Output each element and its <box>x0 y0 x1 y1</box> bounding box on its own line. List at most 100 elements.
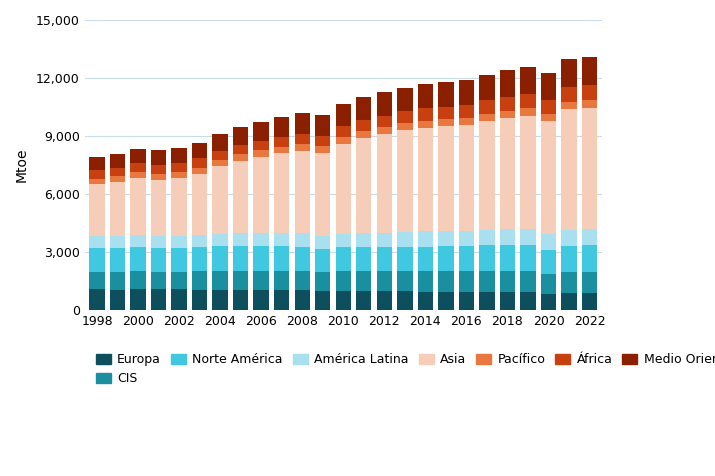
Bar <box>295 290 310 310</box>
Bar <box>438 246 453 271</box>
Bar <box>233 145 248 154</box>
Bar <box>397 291 413 310</box>
Bar <box>315 249 330 272</box>
Bar <box>172 172 187 178</box>
Bar <box>254 157 269 233</box>
Bar <box>521 94 536 109</box>
Bar <box>500 245 516 271</box>
Bar <box>418 84 433 109</box>
Bar <box>172 178 187 236</box>
Bar <box>335 291 351 310</box>
Bar <box>274 153 290 233</box>
Bar <box>356 247 372 271</box>
Bar <box>561 272 577 293</box>
Bar <box>582 246 597 272</box>
Bar <box>438 82 453 107</box>
Bar <box>172 163 187 172</box>
Bar <box>172 272 187 289</box>
Bar <box>356 291 372 310</box>
Bar <box>541 100 556 114</box>
Bar <box>521 292 536 310</box>
Bar <box>582 100 597 108</box>
Bar <box>582 229 597 246</box>
Bar <box>274 117 290 137</box>
Bar <box>356 138 372 233</box>
Bar <box>151 150 167 165</box>
Bar <box>254 150 269 157</box>
Bar <box>521 245 536 271</box>
Bar <box>335 271 351 291</box>
Bar <box>172 289 187 310</box>
Bar <box>479 246 495 271</box>
Bar <box>233 271 248 289</box>
Bar <box>561 109 577 230</box>
Bar <box>295 151 310 233</box>
Bar <box>254 233 269 246</box>
Bar <box>315 146 330 153</box>
Bar <box>356 233 372 247</box>
Bar <box>438 107 453 119</box>
Bar <box>418 291 433 310</box>
Bar <box>274 246 290 271</box>
Bar <box>151 236 167 248</box>
Bar <box>500 229 516 245</box>
Bar <box>110 272 125 289</box>
Bar <box>295 233 310 247</box>
Bar <box>172 148 187 163</box>
Bar <box>130 172 146 178</box>
Bar <box>89 289 104 310</box>
Bar <box>541 114 556 121</box>
Bar <box>356 131 372 138</box>
Bar <box>561 293 577 310</box>
Bar <box>479 121 495 230</box>
Bar <box>233 246 248 271</box>
Bar <box>233 127 248 145</box>
Bar <box>500 97 516 110</box>
Bar <box>582 108 597 229</box>
Bar <box>541 249 556 274</box>
Bar <box>479 75 495 100</box>
Bar <box>254 290 269 310</box>
Bar <box>500 70 516 97</box>
Bar <box>397 111 413 123</box>
Bar <box>541 234 556 249</box>
Bar <box>110 182 125 236</box>
Bar <box>233 289 248 310</box>
Bar <box>130 247 146 271</box>
Bar <box>479 230 495 246</box>
Bar <box>274 233 290 246</box>
Bar <box>212 289 228 310</box>
Bar <box>377 134 392 233</box>
Bar <box>438 271 453 292</box>
Bar <box>500 271 516 292</box>
Bar <box>377 92 392 116</box>
Bar <box>521 271 536 292</box>
Bar <box>254 121 269 140</box>
Bar <box>130 271 146 289</box>
Bar <box>254 271 269 290</box>
Bar <box>521 109 536 116</box>
Bar <box>274 271 290 290</box>
Bar <box>315 136 330 146</box>
Bar <box>233 154 248 160</box>
Bar <box>130 178 146 235</box>
Bar <box>89 236 104 248</box>
Bar <box>397 271 413 291</box>
Bar <box>192 248 207 271</box>
Bar <box>172 248 187 272</box>
Bar <box>541 294 556 310</box>
Bar <box>151 165 167 174</box>
Bar <box>295 113 310 134</box>
Bar <box>582 293 597 310</box>
Bar <box>192 143 207 159</box>
Bar <box>582 57 597 85</box>
Bar <box>459 105 474 119</box>
Bar <box>233 160 248 233</box>
Bar <box>315 272 330 291</box>
Bar <box>479 292 495 310</box>
Bar <box>192 159 207 168</box>
Bar <box>212 134 228 151</box>
Bar <box>151 179 167 236</box>
Bar <box>192 168 207 174</box>
Bar <box>418 271 433 291</box>
